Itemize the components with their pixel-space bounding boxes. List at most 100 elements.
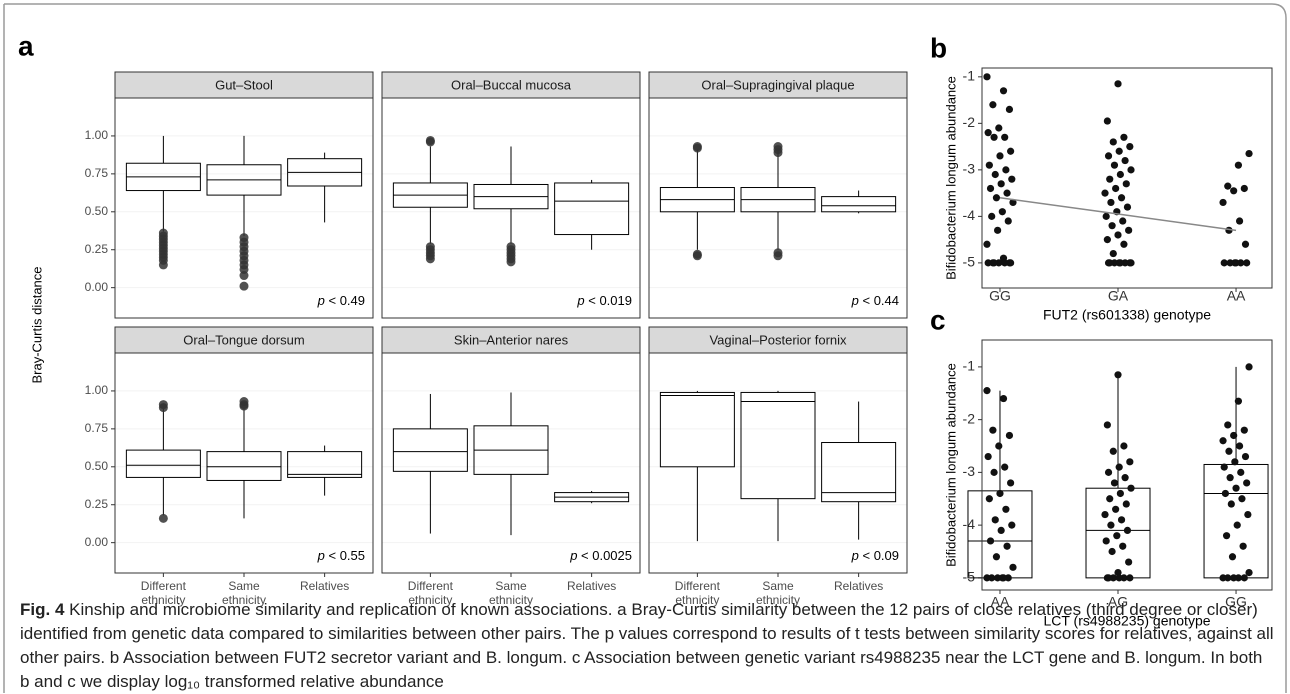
point (1112, 505, 1120, 513)
point (1103, 117, 1111, 125)
point (1113, 532, 1121, 540)
point (1226, 474, 1234, 482)
point (990, 133, 998, 141)
point (1125, 226, 1133, 234)
y-axis-title: Bray-Curtis distance (29, 266, 44, 383)
point (1108, 222, 1116, 230)
point (1007, 479, 1015, 487)
point (1114, 371, 1122, 379)
point (1230, 431, 1238, 440)
strip (114, 326, 374, 354)
caption-label: Fig. 4 (20, 600, 65, 619)
y-tick-label: -3 (963, 161, 976, 177)
box (287, 451, 363, 478)
point (1120, 133, 1128, 141)
point (1108, 547, 1116, 556)
point (998, 208, 1006, 216)
facet-title: Gut–Stool (215, 77, 273, 92)
point (1220, 463, 1228, 471)
point (994, 226, 1002, 234)
point (1220, 259, 1228, 267)
outlier (239, 271, 249, 281)
point (1009, 198, 1017, 207)
point (1002, 505, 1010, 513)
point (1235, 217, 1244, 225)
y-tick-label: -2 (963, 410, 976, 426)
point (1104, 468, 1113, 476)
outlier (506, 257, 516, 267)
point (1238, 495, 1246, 503)
point (985, 495, 993, 503)
point (989, 426, 997, 434)
y-tick-label: -4 (963, 207, 976, 223)
point (1120, 442, 1128, 450)
point (1219, 198, 1227, 207)
point (1227, 500, 1235, 508)
point (1009, 563, 1017, 571)
point (1109, 447, 1117, 455)
y-axis-title: Bifidobacterium longum abundance (943, 363, 958, 567)
point (1114, 231, 1122, 239)
point (1007, 147, 1015, 155)
x-tick-label: Relatives (834, 579, 883, 593)
point (1126, 458, 1134, 466)
annotation: p < 0.09 (851, 548, 899, 563)
point (1002, 166, 1010, 174)
x-tick-label: Different ethnicity (408, 579, 454, 607)
point (1005, 105, 1014, 113)
point (1117, 194, 1126, 202)
box (1203, 463, 1269, 579)
point (1110, 161, 1119, 169)
point (1008, 521, 1016, 529)
y-tick-label: -3 (963, 463, 976, 479)
panel-border (981, 339, 1273, 591)
point (1103, 236, 1111, 244)
point (1219, 574, 1227, 582)
point (986, 184, 995, 193)
point (1127, 484, 1135, 492)
point (1240, 184, 1248, 193)
y-tick-label: 1.00 (85, 383, 109, 397)
annotation: p < 0.49 (317, 293, 365, 308)
point (1230, 574, 1238, 582)
point (999, 394, 1008, 403)
point (984, 129, 992, 137)
point (1109, 138, 1117, 146)
point (1001, 133, 1009, 141)
point (983, 240, 991, 248)
box (125, 449, 201, 478)
point (1240, 426, 1248, 434)
y-tick-label: 0.25 (85, 242, 109, 256)
y-tick-label: 1.00 (85, 128, 109, 142)
point (1101, 189, 1109, 197)
point (1241, 240, 1250, 248)
point (1241, 452, 1250, 461)
point (1003, 189, 1011, 197)
point (996, 489, 1004, 498)
y-tick-label: -1 (963, 358, 976, 374)
point (1104, 152, 1113, 160)
panel-border (648, 97, 908, 319)
point (1126, 143, 1134, 151)
box (821, 442, 897, 503)
annotation: p < 0.0025 (569, 548, 632, 563)
outlier (425, 137, 435, 147)
annotation: p < 0.44 (851, 293, 899, 308)
facet-title: Oral–Supragingival plaque (701, 77, 854, 92)
caption: Fig. 4 Kinship and microbiome similarity… (20, 598, 1275, 694)
outlier (239, 401, 249, 411)
point (1116, 489, 1124, 498)
point (990, 468, 998, 476)
x-tick-label: GG (989, 288, 1011, 304)
point (1226, 259, 1234, 267)
point (1243, 259, 1251, 267)
point (997, 180, 1005, 188)
point (1107, 198, 1115, 207)
point (1102, 212, 1110, 220)
point (1245, 568, 1253, 577)
panel-border (114, 97, 374, 319)
point (1222, 532, 1231, 540)
facet-title: Oral–Buccal mucosa (451, 77, 572, 92)
